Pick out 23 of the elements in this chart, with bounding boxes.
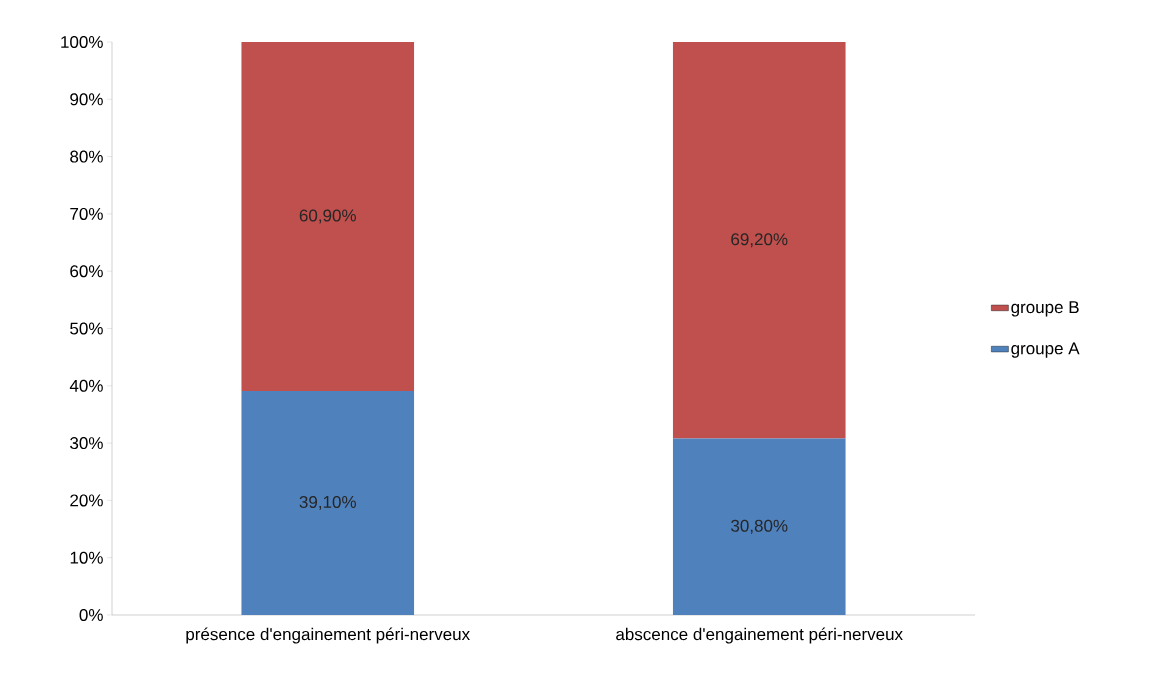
y-tick-label: 40%: [69, 379, 103, 392]
y-tick-label: 30%: [70, 437, 103, 450]
bar: [241, 41, 415, 391]
y-tick-label: 60%: [70, 265, 103, 278]
data-label: 69,20%: [731, 233, 788, 248]
y-tick-label: 80%: [70, 150, 103, 163]
data-label: 60,90%: [299, 209, 356, 224]
bar: [672, 41, 846, 439]
y-tick-label: 0%: [79, 608, 103, 622]
y-tick-label: 20%: [70, 494, 103, 507]
data-label: 30,80%: [731, 519, 788, 534]
bar: [241, 390, 415, 615]
legend-label: groupe A: [1011, 342, 1080, 358]
x-tick-label: présence d'engainement péri-nerveux: [186, 627, 470, 644]
y-tick-label: 10%: [70, 551, 103, 564]
bar: [672, 438, 846, 615]
data-label: 39,10%: [299, 495, 356, 510]
y-tick-label: 70%: [70, 207, 103, 220]
x-tick-label: abscence d'engainement péri-nerveux: [616, 627, 903, 644]
y-tick-label: 100%: [61, 35, 103, 49]
y-tick-label: 50%: [70, 322, 103, 335]
legend-label: groupe B: [1011, 301, 1079, 317]
y-tick-label: 90%: [70, 93, 103, 106]
